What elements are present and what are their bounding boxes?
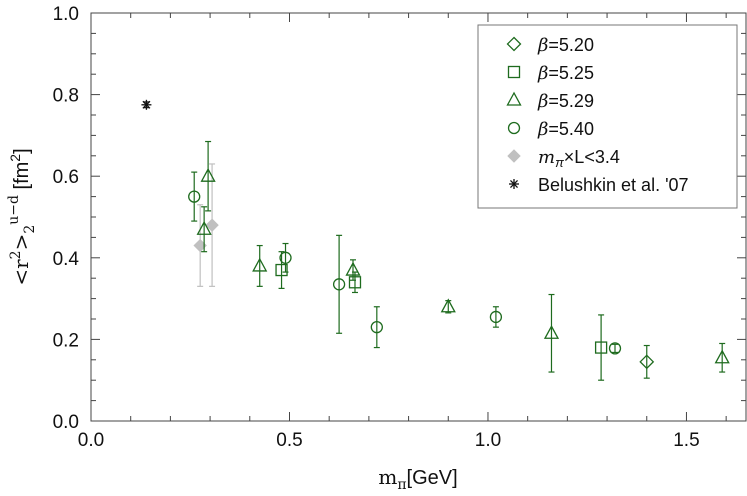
data-point (348, 276, 362, 289)
axis-tick-labels: 0.0 0.5 1.0 1.5 0.0 0.2 0.4 0.6 0.8 1.0 (53, 4, 700, 451)
data-point (714, 349, 730, 364)
legend-prefix: m (538, 147, 555, 168)
series-1 (275, 251, 608, 381)
data-point (489, 310, 503, 324)
legend-prefix: β (537, 91, 548, 112)
data-point (196, 220, 212, 235)
legend-box (477, 24, 738, 209)
y-tick-label: 0.4 (53, 249, 80, 270)
data-point (543, 324, 560, 339)
data-point (252, 257, 268, 272)
data-point (608, 342, 622, 355)
legend-marker (507, 149, 521, 163)
y-tick-label: 0.0 (53, 412, 79, 433)
x-axis-title: mπ[GeV] (378, 465, 457, 493)
axis-ticks (90, 12, 746, 422)
y-tick-label: 0.2 (53, 330, 79, 351)
data-point (370, 321, 383, 334)
legend-value: =5.29 (548, 91, 594, 111)
legend-prefix: β (537, 63, 548, 84)
legend-prefix: β (537, 119, 548, 140)
y-tick-label: 1.0 (53, 4, 79, 25)
data-point (200, 167, 216, 182)
legend-marker (507, 121, 521, 135)
legend-label-beta-5-40: β=5.40 (537, 119, 594, 140)
data-point (440, 298, 456, 313)
legend-label-beta-5-25: β=5.25 (537, 63, 594, 84)
series-5 (141, 99, 152, 110)
legend-value: =5.20 (548, 35, 594, 55)
legend-marker (507, 65, 521, 79)
series-4 (193, 163, 219, 287)
legend-prefix: β (537, 35, 548, 56)
data-point (275, 263, 288, 277)
legend-value: =5.25 (548, 63, 594, 83)
legend-marker (509, 179, 519, 189)
y-tick-label: 0.6 (53, 167, 79, 188)
legend-value: =5.40 (548, 119, 594, 139)
y-axis-title: <r2>2u−d [fm2] (6, 148, 38, 285)
data-point (345, 261, 361, 276)
legend-label-belushkin: Belushkin et al. '07 (538, 175, 689, 195)
data-point (279, 251, 292, 264)
legend-markers (506, 36, 522, 189)
legend-label-finite-volume: mπ×L<3.4 (538, 147, 620, 170)
star-stroke (510, 180, 518, 188)
legend: β=5.20 β=5.25 β=5.29 β=5.40 mπ×L<3.4 Bel… (477, 24, 738, 209)
data-points (141, 99, 730, 381)
data-point (141, 99, 152, 110)
legend-value: ×L<3.4 (564, 147, 620, 167)
legend-label-beta-5-20: β=5.20 (537, 35, 594, 56)
data-point (205, 218, 219, 232)
legend-marker (506, 91, 522, 106)
legend-marker (506, 36, 522, 52)
data-point (188, 190, 201, 203)
x-tick-label: 0.5 (276, 430, 302, 451)
data-point (639, 354, 655, 370)
x-tick-label: 1.0 (475, 430, 501, 451)
series-2 (196, 140, 730, 373)
data-point (332, 278, 346, 291)
x-tick-label: 1.5 (673, 430, 699, 451)
y-tick-label: 0.8 (53, 86, 79, 107)
series-0 (639, 344, 655, 379)
legend-subscript: π (555, 155, 564, 170)
series-3 (188, 171, 622, 355)
x-tick-label: 0.0 (78, 430, 104, 451)
star-stroke (142, 100, 151, 109)
data-point (594, 341, 608, 354)
legend-label-beta-5-29: β=5.29 (537, 91, 594, 112)
